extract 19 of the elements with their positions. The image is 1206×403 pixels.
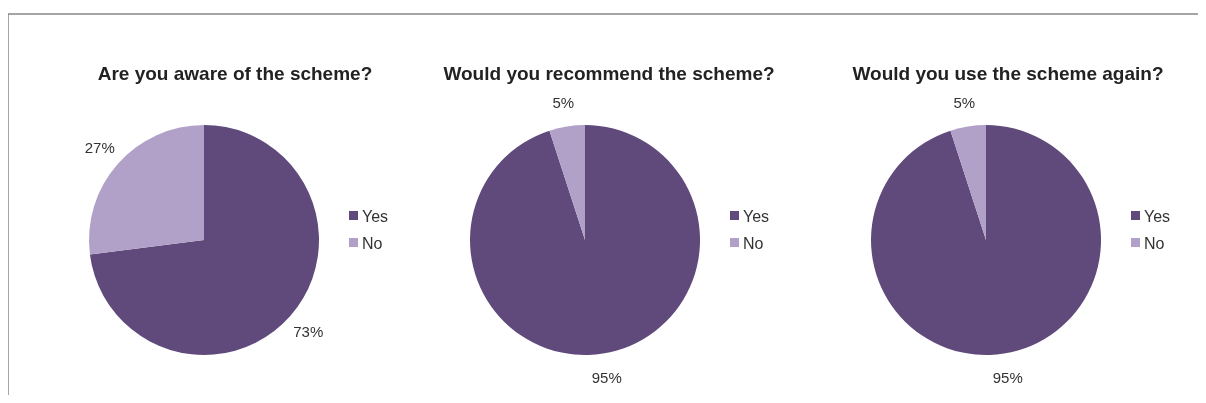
chart-title: Would you recommend the scheme? — [443, 63, 775, 84]
data-label: 5% — [552, 93, 575, 111]
legend-label: Yes — [1144, 207, 1171, 225]
data-label: 73% — [293, 323, 324, 341]
pie-slice — [470, 125, 700, 355]
data-label: 27% — [84, 139, 115, 157]
data-label: 95% — [992, 368, 1023, 386]
legend-label: Yes — [362, 207, 389, 225]
chart-title: Are you aware of the scheme? — [97, 63, 373, 84]
data-label: 5% — [953, 93, 976, 111]
data-label: 95% — [591, 368, 622, 386]
legend-label: Yes — [743, 207, 770, 225]
legend-label: No — [1144, 234, 1165, 252]
legend-label: No — [743, 234, 764, 252]
pie-slice — [871, 125, 1101, 355]
legend-label: No — [362, 234, 383, 252]
chart-title: Would you use the scheme again? — [852, 63, 1164, 84]
pie-slice — [549, 125, 585, 240]
pie-slice — [950, 125, 986, 240]
